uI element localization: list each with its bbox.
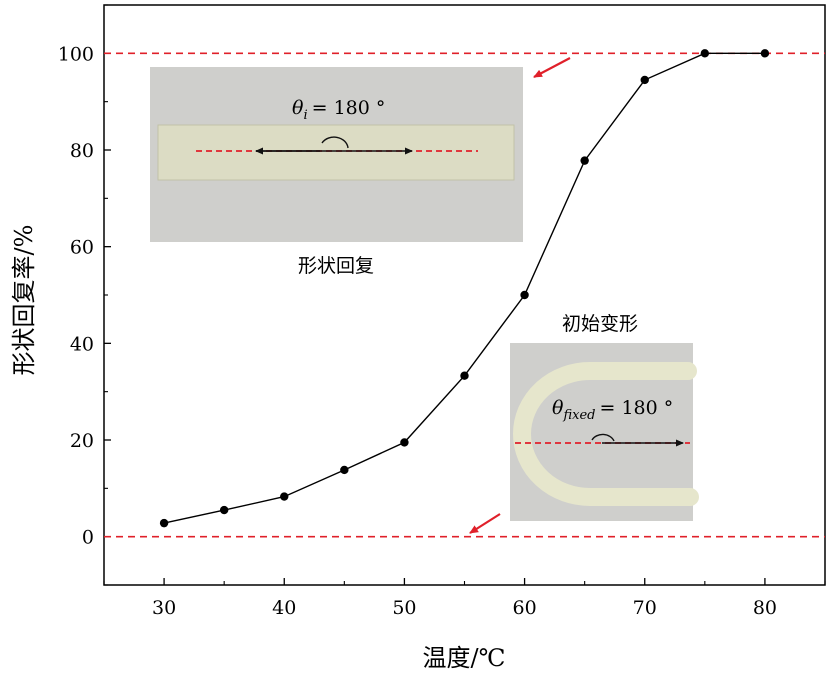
x-tick-label: 50 <box>392 597 416 619</box>
data-point <box>760 49 770 58</box>
x-tick-label: 80 <box>753 597 777 619</box>
x-axis-label: 温度/℃ <box>423 644 506 672</box>
theta-symbol: θ <box>292 97 304 119</box>
angle-value: = 180 ° <box>599 397 673 419</box>
data-point <box>520 290 529 300</box>
inset-initial-u-strip <box>513 362 699 506</box>
inset-recovered: θi = 180 ° 形状回复 <box>150 67 523 277</box>
x-axis-ticks: 30 40 50 60 70 80 <box>103 578 826 619</box>
data-point <box>159 518 169 528</box>
x-tick-label: 30 <box>152 597 176 619</box>
data-point <box>460 371 469 380</box>
y-tick-label: 100 <box>58 43 94 65</box>
y-tick-label: 60 <box>70 237 94 259</box>
y-axis-label: 形状回复率/% <box>10 225 38 376</box>
data-point <box>580 156 589 165</box>
inset-recovered-formula: θi = 180 ° <box>292 97 385 123</box>
theta-subscript: fixed <box>562 408 595 423</box>
angle-value: = 180 ° <box>312 97 386 119</box>
inset-recovered-caption: 形状回复 <box>298 255 374 277</box>
x-tick-label: 40 <box>272 597 296 619</box>
pointer-arrow-top <box>533 57 571 78</box>
theta-symbol: θ <box>552 397 564 419</box>
inset-initial-angle-arc <box>591 433 615 442</box>
x-tick-label: 60 <box>512 597 536 619</box>
y-tick-label: 20 <box>70 430 94 452</box>
data-point <box>640 75 649 85</box>
y-tick-label: 0 <box>82 527 94 549</box>
pointer-arrow-bottom <box>469 513 501 534</box>
series-points <box>159 49 770 528</box>
inset-initial-caption: 初始变形 <box>562 313 638 335</box>
y-tick-label: 40 <box>70 333 94 355</box>
data-point <box>219 505 229 515</box>
inset-recovered-angle-arc <box>321 136 349 149</box>
inset-initial: 初始变形 θfixed = 180 ° <box>510 313 699 521</box>
theta-subscript: i <box>303 108 307 123</box>
data-point <box>280 492 289 501</box>
y-tick-label: 80 <box>70 140 94 162</box>
inset-recovered-strip <box>157 124 515 181</box>
y-axis-ticks: 0 20 40 60 80 100 <box>58 4 111 586</box>
data-point <box>340 465 349 475</box>
data-point <box>400 438 409 447</box>
inset-initial-formula: θfixed = 180 ° <box>552 397 673 423</box>
x-tick-label: 70 <box>633 597 657 619</box>
data-point <box>700 49 710 58</box>
